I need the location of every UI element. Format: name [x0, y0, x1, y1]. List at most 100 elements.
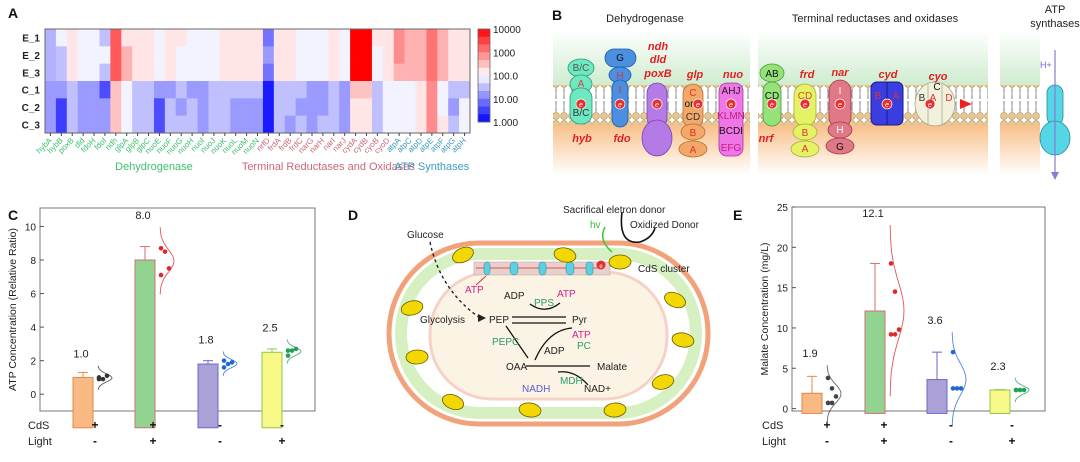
heatmap-cell: [350, 98, 362, 116]
heatmap-cell: [284, 115, 296, 134]
subunit: B: [919, 93, 926, 104]
heatmap-cell: [66, 29, 78, 47]
data-point: [96, 375, 102, 380]
y-axis-label: ATP Concentration (Relative Ratio): [7, 228, 19, 391]
heatmap-cell: [121, 46, 133, 64]
data-point: [166, 266, 172, 271]
heatmap-cell: [219, 81, 231, 99]
heatmap-cell: [339, 98, 351, 116]
heatmap-cell: [295, 81, 307, 99]
heatmap-cell: [415, 81, 427, 99]
heatmap-cell: [295, 63, 307, 82]
glucose-label: Glucose: [407, 230, 444, 241]
heatmap-cell: [306, 115, 318, 134]
heatmap-cell: [393, 46, 405, 64]
subunit: A: [930, 93, 937, 104]
heatmap-cell: [208, 29, 220, 47]
heatmap-cell: [284, 81, 296, 99]
heatmap-cell: [437, 46, 449, 64]
data-point: [293, 346, 299, 352]
heatmap-cell: [197, 46, 209, 64]
heatmap-cell: [339, 63, 351, 82]
pathway-labels: Sacrifical eletron donor Oxidized Donor …: [407, 205, 700, 395]
value-label: 1.0: [73, 349, 88, 361]
heatmap-cell: [55, 98, 68, 116]
heatmap-cell: [197, 81, 209, 99]
protein-glp: [678, 83, 708, 158]
heatmap-cell: [132, 115, 144, 134]
heatmap-cell: [45, 46, 57, 64]
heatmap-cell: [153, 81, 166, 99]
electron-label: e: [928, 102, 932, 109]
value-label: 1.9: [802, 348, 817, 360]
light-sign: +: [278, 434, 285, 448]
atp-bar-chart: 0 2 4 6 8 10 ATP Concentration (Relative Ratio…: [7, 207, 316, 448]
heatmap-cell: [415, 46, 427, 64]
heatmap-cell: [55, 63, 68, 82]
electron-label: e: [729, 102, 733, 109]
heatmap-cell: [175, 29, 187, 47]
data-point: [888, 332, 894, 337]
heatmap-cell: [404, 81, 416, 99]
colorbar-step: [478, 52, 490, 61]
gene-glp: glp: [686, 69, 704, 81]
cds-sign: -: [218, 418, 222, 432]
heatmap-cell: [153, 29, 166, 47]
heatmap-cell: [448, 63, 460, 82]
heatmap-cell: [252, 115, 264, 134]
cds-sign: +: [823, 418, 830, 432]
heatmap-cell: [99, 29, 111, 47]
heatmap-cell: [252, 29, 264, 47]
subunit: H: [616, 71, 623, 82]
subunit: A: [802, 144, 809, 155]
value-label: 2.5: [262, 322, 277, 334]
data-point: [225, 361, 231, 367]
cds-particle-icon: [603, 402, 627, 418]
heatmap-cell: [45, 98, 57, 116]
heatmap-cell: [284, 46, 296, 64]
heatmap-cell: [426, 98, 438, 116]
value-label: 2.3: [990, 361, 1005, 373]
heatmap-cell: [371, 46, 384, 64]
heatmap-cell: [262, 115, 275, 134]
data-point: [289, 348, 295, 353]
adp-label: ADP: [504, 291, 525, 302]
heatmap-cell: [459, 29, 471, 47]
heatmap-cell: [230, 98, 242, 116]
heatmap-cell: [317, 115, 329, 134]
distribution-curve: [286, 339, 302, 364]
data-point: [1017, 387, 1023, 393]
heatmap-cell: [121, 115, 133, 134]
data-point: [1021, 387, 1027, 393]
heatmap-cell: [371, 98, 384, 116]
heatmap-group-label: Terminal Reductases and Oxidases: [242, 161, 416, 173]
heatmap-cell: [45, 29, 57, 47]
cds-particle-icon: [651, 374, 675, 390]
subunit: BCDI: [719, 126, 743, 137]
heatmap-cell: [350, 63, 362, 82]
electron-label: e: [696, 102, 700, 109]
data-point: [229, 360, 235, 365]
heatmap-cell: [317, 29, 329, 47]
light-row-label: Light: [28, 436, 52, 448]
subunit: EFG: [721, 143, 742, 154]
cds-particle-icon: [553, 247, 577, 263]
electron-icon: [924, 98, 936, 110]
heatmap-cell: [284, 98, 296, 116]
heatmap-cell: [66, 115, 78, 134]
heatmap-cell: [219, 29, 231, 47]
periplasm: [395, 248, 702, 419]
light-sign: -: [825, 434, 829, 448]
heatmap-cell: [317, 63, 329, 82]
malate-label: Malate: [597, 362, 627, 373]
title-terminal: Terminal reductases and oxidases: [792, 13, 959, 25]
heatmap-cell: [208, 46, 220, 64]
heatmap-cell: [361, 29, 373, 47]
subunit: C: [689, 88, 696, 99]
distribution-curve: [889, 225, 905, 397]
cds-particle-icon: [608, 254, 632, 270]
heatmap-cell: [415, 63, 427, 82]
heatmap-cell: [208, 98, 220, 116]
subunit: B/C: [573, 63, 590, 74]
data-point: [888, 261, 894, 266]
